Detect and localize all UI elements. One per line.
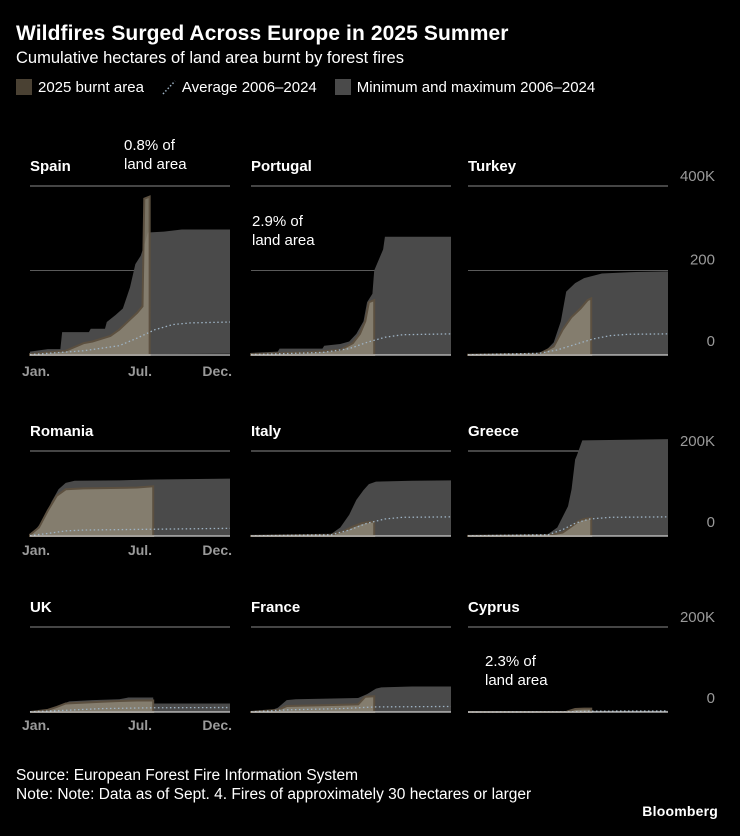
x-tick-label-jul--romania: Jul.	[128, 542, 152, 558]
panel-label-portugal: Portugal	[251, 158, 312, 175]
burnt-area-2025-portugal	[250, 298, 376, 356]
legend: 2025 burnt area Average 2006–2024 Minimu…	[16, 77, 613, 97]
average-line-romania	[29, 527, 231, 537]
burnt-area-2025-turkey	[467, 296, 593, 356]
average-line-portugal	[250, 333, 452, 356]
x-tick-label-dec--spain: Dec.	[202, 363, 232, 379]
minmax-band-greece	[468, 439, 668, 536]
y-tick-label-turkey: 200	[690, 252, 715, 269]
y-tick-label-turkey: 0	[707, 333, 715, 350]
y-tick-label-cyprus: 0	[707, 690, 715, 707]
panel-label-cyprus: Cyprus	[468, 599, 520, 616]
annotation-portugal: 2.9% of land area	[252, 213, 315, 249]
panel-label-italy: Italy	[251, 423, 282, 440]
x-tick-label-jan--romania: Jan.	[22, 542, 50, 558]
average-line-greece	[467, 516, 669, 537]
average-line-turkey	[467, 333, 669, 356]
panel-label-uk: UK	[30, 599, 52, 616]
x-tick-label-jul--spain: Jul.	[128, 363, 152, 379]
y-tick-label-turkey: 400K	[680, 168, 715, 185]
y-tick-label-greece: 0	[707, 514, 715, 531]
y-tick-label-cyprus: 200K	[680, 609, 715, 626]
legend-item-burnt: 2025 burnt area	[16, 79, 144, 96]
legend-item-average: Average 2006–2024	[162, 79, 317, 96]
legend-swatch-burnt	[16, 79, 32, 95]
panel-label-turkey: Turkey	[468, 158, 517, 175]
annotation-spain: 0.8% of land area	[124, 137, 187, 173]
burnt-area-2025-uk	[29, 699, 155, 713]
annotation-cyprus: 2.3% of land area	[485, 653, 548, 689]
panel-label-romania: Romania	[30, 423, 94, 440]
y-tick-label-greece: 200K	[680, 433, 715, 450]
burnt-area-2025-romania	[29, 485, 155, 537]
minmax-band-portugal	[251, 236, 451, 355]
source-note: Source: European Forest Fire Information…	[16, 767, 359, 784]
legend-label-average: Average 2006–2024	[181, 78, 317, 96]
burnt-area-2025-spain	[29, 195, 151, 356]
legend-swatch-average	[162, 80, 176, 95]
x-tick-label-dec--romania: Dec.	[202, 542, 232, 558]
legend-item-minmax: Minimum and maximum 2006–2024	[334, 78, 596, 96]
minmax-band-spain	[30, 229, 230, 355]
x-tick-label-jul--uk: Jul.	[128, 717, 152, 733]
x-tick-label-jan--spain: Jan.	[22, 363, 50, 379]
x-tick-label-jan--uk: Jan.	[22, 717, 50, 733]
minmax-band-italy	[251, 480, 451, 536]
minmax-band-turkey	[468, 271, 668, 355]
data-note: Note: Note: Data as of Sept. 4. Fires of…	[16, 786, 532, 803]
legend-swatch-minmax	[334, 79, 351, 95]
legend-label-burnt: 2025 burnt area	[38, 78, 144, 96]
panel-label-spain: Spain	[30, 158, 71, 175]
panel-label-france: France	[251, 599, 300, 616]
panel-label-greece: Greece	[468, 423, 519, 440]
chart-subtitle: Cumulative hectares of land area burnt b…	[16, 49, 404, 67]
average-line-italy	[250, 516, 452, 537]
minmax-band-cyprus	[468, 708, 668, 712]
footer: Source: European Forest Fire Information…	[16, 766, 616, 804]
legend-label-minmax: Minimum and maximum 2006–2024	[356, 78, 596, 96]
x-tick-label-dec--uk: Dec.	[202, 717, 232, 733]
chart-title: Wildfires Surged Across Europe in 2025 S…	[16, 22, 509, 45]
average-line-france	[250, 705, 452, 713]
bloomberg-logo: Bloomberg	[642, 803, 718, 819]
